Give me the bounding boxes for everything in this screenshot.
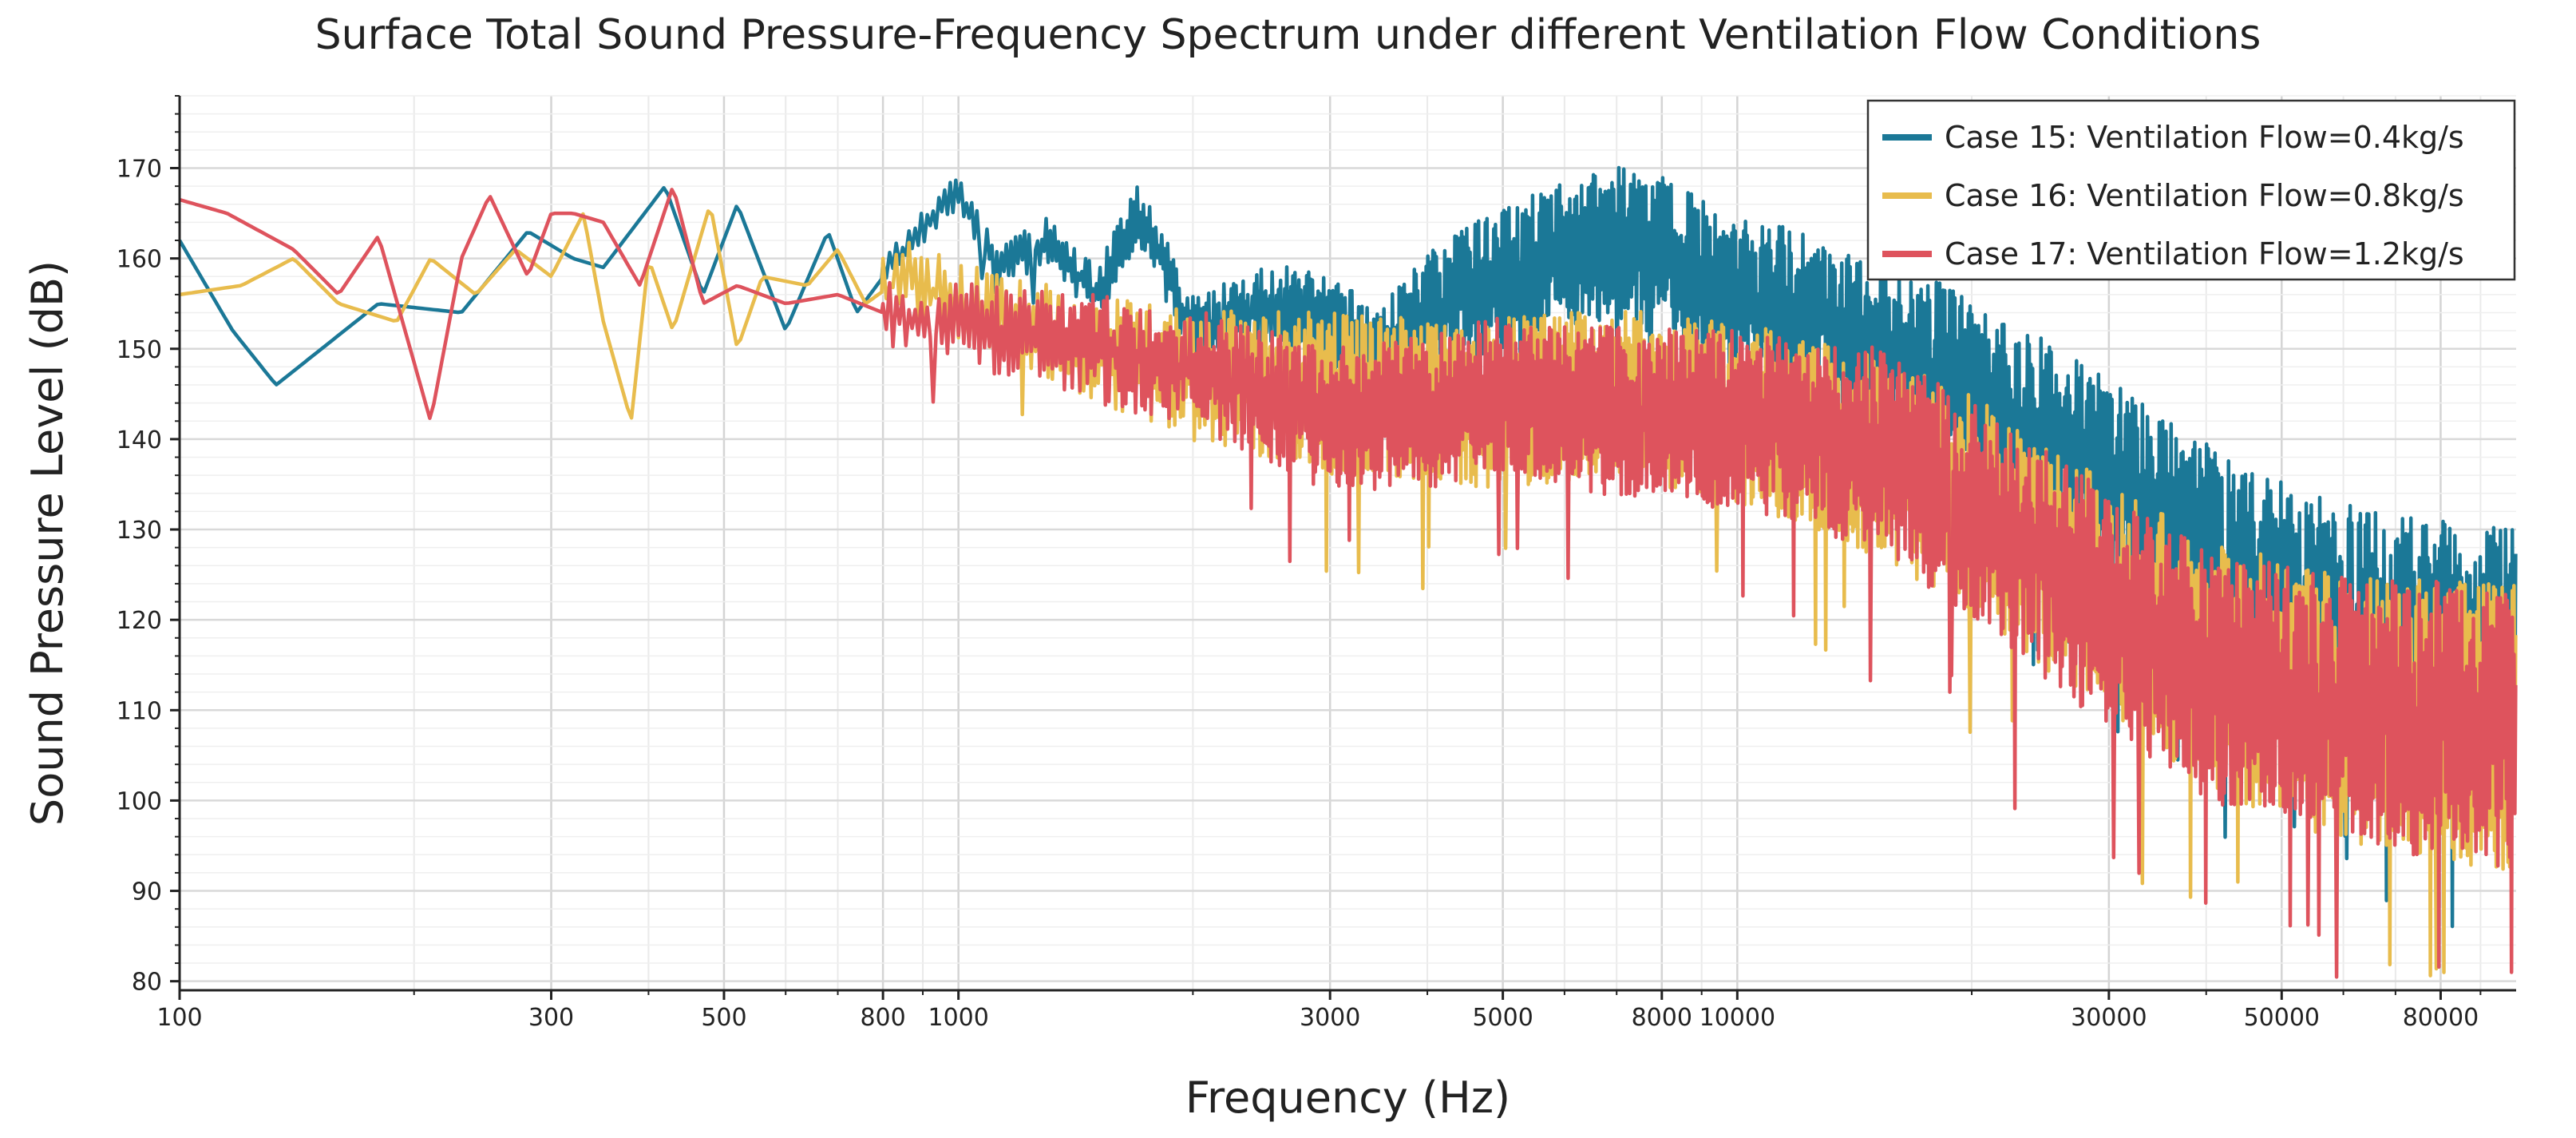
x-tick-label: 5000 xyxy=(1472,1004,1533,1032)
series-layer xyxy=(178,165,2518,979)
x-axis-title: Frequency (Hz) xyxy=(1185,1073,1510,1123)
axis-layer: 80 90 100 110 120 130 140 150 160 170 100 300 500 800… xyxy=(22,95,2516,1123)
x-tick-label: 80000 xyxy=(2403,1004,2479,1032)
y-axis-title: Sound Pressure Level (dB) xyxy=(22,260,73,826)
y-tick-label: 120 xyxy=(117,607,162,635)
x-tick-label: 3000 xyxy=(1300,1004,1360,1032)
y-tick-label: 130 xyxy=(117,517,162,545)
y-tick-label: 150 xyxy=(117,336,162,364)
legend: Case 15: Ventilation Flow=0.4kg/s Case 16… xyxy=(1866,99,2516,281)
y-tick-label: 100 xyxy=(117,787,162,815)
series-line-3 xyxy=(179,188,2518,979)
y-tick-label: 90 xyxy=(132,878,162,906)
x-tick-label: 8000 xyxy=(1632,1004,1692,1032)
x-tick-label: 1000 xyxy=(928,1004,988,1032)
x-tick-label: 500 xyxy=(701,1004,746,1032)
y-tick-label: 170 xyxy=(117,156,162,184)
x-tick-label: 100 xyxy=(156,1004,202,1032)
x-tick-label: 30000 xyxy=(2071,1004,2147,1032)
legend-label-1: Case 15: Ventilation Flow=0.4kg/s xyxy=(1945,120,2464,155)
x-tick-label: 10000 xyxy=(1700,1004,1775,1032)
y-tick-label: 160 xyxy=(117,246,162,274)
y-tick-label: 110 xyxy=(117,697,162,725)
y-tick-label: 140 xyxy=(117,426,162,454)
x-tick-label: 300 xyxy=(528,1004,574,1032)
legend-label-3: Case 17: Ventilation Flow=1.2kg/s xyxy=(1945,236,2464,272)
legend-label-2: Case 16: Ventilation Flow=0.8kg/s xyxy=(1945,178,2464,213)
chart-title: Surface Total Sound Pressure-Frequency S… xyxy=(315,11,2261,59)
y-tick-label: 80 xyxy=(132,969,162,997)
x-tick-label: 800 xyxy=(860,1004,905,1032)
legend-box xyxy=(1866,99,2516,281)
x-tick-label: 50000 xyxy=(2244,1004,2320,1032)
